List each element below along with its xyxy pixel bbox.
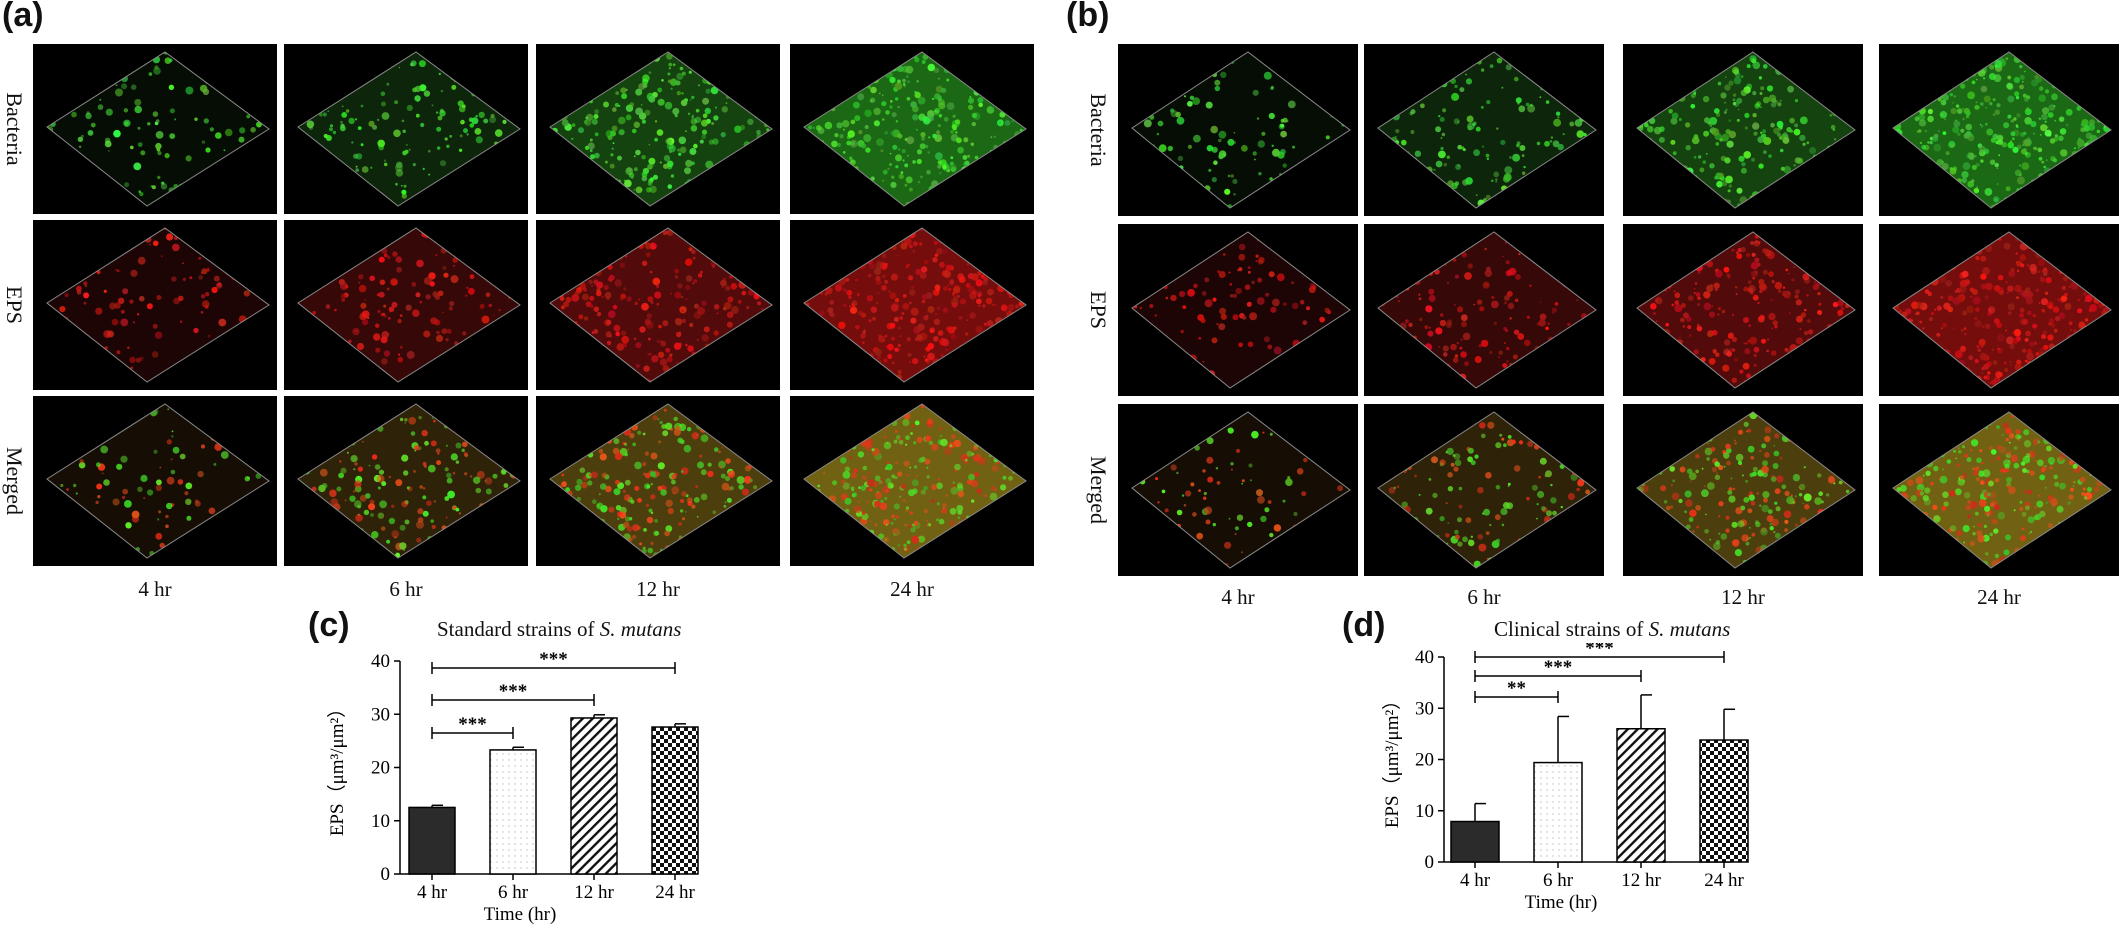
image-green-4hr	[1118, 44, 1358, 216]
bar-12hr	[1616, 728, 1666, 863]
image-green-6hr	[284, 44, 528, 214]
bar-4hr	[408, 806, 456, 875]
y-tick-label: 10	[1415, 801, 1434, 822]
image-green-24hr	[790, 44, 1034, 214]
column-label: 24 hr	[1977, 585, 2021, 609]
significance-label: **	[1507, 678, 1526, 699]
column-label: 4 hr	[138, 577, 172, 601]
significance-label: ***	[458, 714, 487, 735]
bar-12hr	[570, 717, 618, 875]
significance-label: ***	[539, 649, 568, 670]
image-red-12hr	[1623, 224, 1863, 396]
image-green-12hr	[536, 44, 780, 214]
x-tick-label: 24 hr	[655, 882, 695, 903]
bar-6hr	[489, 749, 537, 875]
image-merged-6hr	[284, 396, 528, 566]
y-axis-label: EPS（μm³/μm²）	[1381, 691, 1403, 828]
bar-24hr	[1699, 739, 1749, 863]
image-red-24hr	[1879, 224, 2119, 396]
bar-4hr	[1450, 820, 1500, 863]
y-tick-label: 40	[1415, 647, 1434, 668]
y-tick-label: 0	[1425, 852, 1435, 873]
y-tick-label: 10	[371, 811, 390, 832]
x-axis-label: Time (hr)	[484, 904, 557, 925]
row-label-eps: EPS	[2, 286, 27, 324]
y-tick-label: 40	[371, 651, 390, 672]
x-tick-label: 6 hr	[1543, 870, 1574, 891]
significance-label: ***	[499, 681, 528, 702]
x-tick-label: 6 hr	[498, 882, 529, 903]
y-tick-label: 30	[1415, 698, 1434, 719]
chart-d-title: Clinical strains of S. mutans	[1494, 617, 1731, 641]
column-label: 6 hr	[1467, 585, 1501, 609]
x-tick-label: 12 hr	[1621, 870, 1661, 891]
row-label-bacteria: Bacteria	[2, 92, 27, 166]
x-tick-label: 24 hr	[1704, 870, 1744, 891]
chart-c: 0 10 20 30 40 4 hr 6 hr 12 hr 24 hr *** *** *** Time…	[326, 649, 699, 925]
image-merged-12hr	[536, 396, 780, 566]
image-merged-4hr	[33, 396, 277, 566]
image-red-6hr	[284, 220, 528, 390]
significance-label: ***	[1585, 643, 1614, 659]
x-tick-label: 12 hr	[574, 882, 614, 903]
image-merged-24hr	[790, 396, 1034, 566]
image-red-6hr	[1364, 224, 1604, 396]
image-merged-12hr	[1623, 404, 1863, 576]
panel-a-letter: (a)	[2, 0, 44, 34]
x-tick-label: 4 hr	[1460, 870, 1491, 891]
column-label: 12 hr	[636, 577, 680, 601]
image-red-12hr	[536, 220, 780, 390]
row-label-merged: Merged	[1086, 455, 1111, 525]
y-tick-label: 20	[371, 758, 390, 779]
chart-c-title: Standard strains of S. mutans	[437, 617, 682, 641]
row-label-bacteria: Bacteria	[1086, 93, 1111, 167]
column-label: 12 hr	[1721, 585, 1765, 609]
x-axis-label: Time (hr)	[1525, 892, 1598, 913]
y-tick-label: 30	[371, 704, 390, 725]
image-green-24hr	[1879, 44, 2119, 216]
image-merged-24hr	[1879, 404, 2119, 576]
image-red-24hr	[790, 220, 1034, 390]
image-merged-6hr	[1364, 404, 1604, 576]
column-label: 6 hr	[389, 577, 423, 601]
column-label: 4 hr	[1221, 585, 1255, 609]
image-green-12hr	[1623, 44, 1863, 216]
y-axis-label: EPS（μm³/μm²）	[326, 699, 348, 836]
image-red-4hr	[1118, 224, 1358, 396]
panel-c-letter: (c)	[308, 606, 350, 644]
panel-b-letter: (b)	[1066, 0, 1110, 34]
y-tick-label: 20	[1415, 750, 1434, 771]
image-green-6hr	[1364, 44, 1604, 216]
image-red-4hr	[33, 220, 277, 390]
column-label: 24 hr	[890, 577, 934, 601]
y-tick-label: 0	[381, 864, 391, 885]
panel-d-letter: (d)	[1342, 606, 1386, 644]
bar-24hr	[651, 726, 699, 875]
bar-6hr	[1533, 761, 1583, 863]
image-merged-4hr	[1118, 404, 1358, 576]
image-green-4hr	[33, 44, 277, 214]
row-label-merged: Merged	[2, 446, 27, 516]
x-tick-label: 4 hr	[417, 882, 448, 903]
significance-label: ***	[1544, 657, 1573, 678]
row-label-eps: EPS	[1086, 291, 1111, 329]
